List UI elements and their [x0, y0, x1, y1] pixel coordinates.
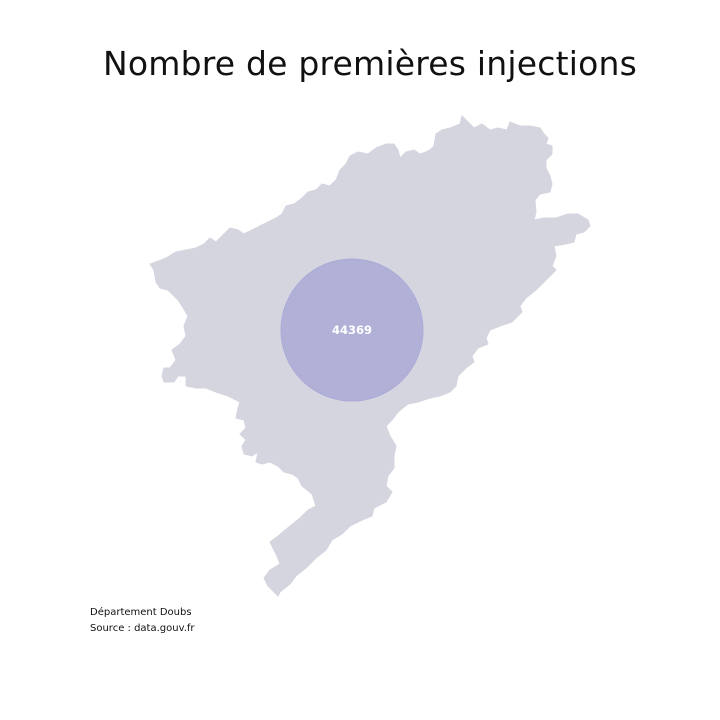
department-caption: Département Doubs [90, 607, 192, 618]
value-marker-circle[interactable] [280, 258, 424, 402]
map-title: Nombre de premières injections [103, 44, 637, 83]
value-marker-label: 44369 [332, 323, 372, 337]
source-caption: Source : data.gouv.fr [90, 623, 195, 634]
